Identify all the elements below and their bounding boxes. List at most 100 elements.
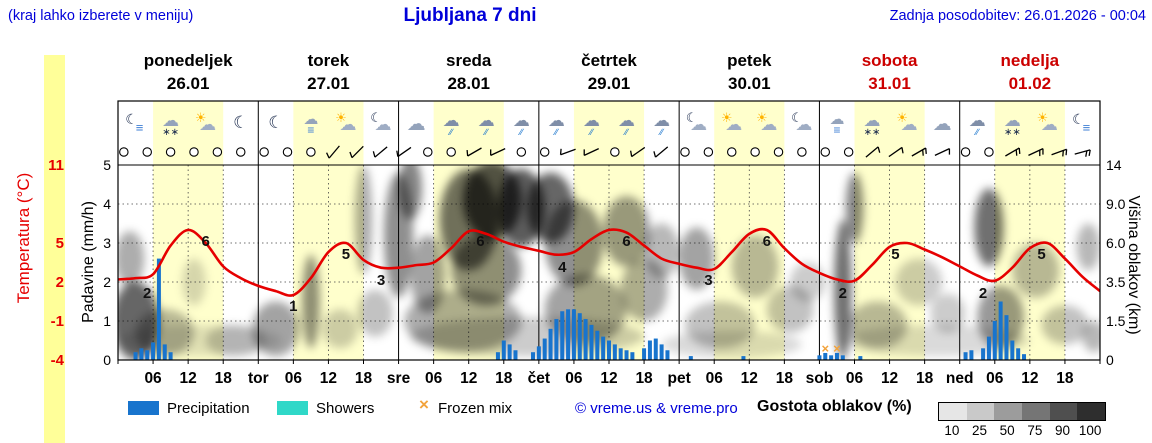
svg-text:☁: ☁ — [513, 111, 530, 130]
svg-text:☁: ☁ — [548, 111, 565, 130]
cloud-density-blob — [679, 227, 715, 290]
day-date: 01.02 — [1009, 74, 1052, 93]
x-hour-label: 12 — [600, 370, 617, 387]
page-title: Ljubljana 7 dni — [403, 5, 537, 26]
temp-value-label: 6 — [476, 233, 484, 250]
weather-icon-sun-cloud: ☀☁ — [896, 110, 917, 134]
svg-text:☁: ☁ — [933, 114, 952, 135]
frozen-mix-legend-label: Frozen mix — [438, 400, 513, 417]
precip-bar — [659, 344, 664, 360]
precip-bar — [1010, 340, 1015, 360]
precip-bar — [642, 348, 647, 360]
wind-calm-icon — [797, 147, 807, 157]
wind-barb-icon — [1028, 148, 1044, 157]
cloud-density-blob — [974, 188, 1004, 267]
precip-tick-label: 3 — [103, 235, 111, 251]
svg-text:☁: ☁ — [1041, 115, 1058, 134]
precip-bar — [139, 348, 144, 360]
svg-text:☁: ☁ — [162, 111, 179, 130]
cloud-density-blob — [1076, 223, 1100, 271]
x-hour-label: 06 — [285, 370, 303, 387]
cloud-density-blob — [451, 235, 522, 306]
day-date: 26.01 — [167, 74, 210, 93]
weather-icon-cloud: ☁ — [407, 114, 426, 135]
x-hour-label: 18 — [355, 370, 373, 387]
precip-bar — [536, 346, 541, 360]
precip-bar — [630, 352, 635, 360]
precip-bar — [665, 350, 670, 360]
wind-calm-icon — [726, 147, 737, 157]
x-day-abbrev: čet — [528, 370, 550, 387]
wind-barb-icon — [349, 145, 364, 159]
precip-bar — [531, 352, 536, 360]
weather-icon-snow-fog: ☁≡ — [829, 111, 844, 137]
cloud-height-axis-title: Višina oblakov (km) — [1125, 195, 1142, 335]
precip-bar — [507, 344, 512, 360]
x-day-abbrev: sre — [387, 370, 411, 387]
weather-icon-sun-cloud: ☀☁ — [721, 110, 742, 134]
temp-value-label: 6 — [202, 233, 210, 250]
svg-text:☁: ☁ — [407, 114, 426, 135]
temp-value-label: 3 — [704, 272, 712, 289]
temp-value-label: 1 — [289, 298, 297, 315]
x-day-abbrev: ned — [946, 370, 974, 387]
wind-barb-icon — [934, 148, 951, 156]
x-hour-label: 06 — [846, 370, 864, 387]
scalebar-label: 50 — [999, 423, 1015, 438]
wind-calm-icon — [703, 147, 714, 157]
wind-barb-icon — [559, 148, 576, 156]
precip-bar — [963, 352, 968, 360]
day-name: četrtek — [581, 51, 637, 70]
frozen-mix-marker: × — [833, 341, 841, 356]
wind-calm-icon — [189, 147, 199, 157]
svg-text:☁: ☁ — [339, 115, 356, 134]
x-hour-label: 06 — [706, 370, 724, 387]
svg-text:☁: ☁ — [690, 115, 707, 134]
x-hour-label: 18 — [1056, 370, 1074, 387]
precip-bar — [601, 336, 606, 360]
temp-tick-label: 2 — [56, 274, 64, 291]
svg-text:☾: ☾ — [268, 113, 283, 132]
cloud-density-blob — [895, 258, 943, 306]
svg-text:☁: ☁ — [795, 115, 812, 134]
temp-tick-label: 11 — [48, 157, 64, 174]
wind-barb-icon — [326, 145, 340, 159]
scalebar-segment — [939, 403, 967, 420]
weather-icon-moon: ☾ — [268, 113, 283, 132]
temp-value-label: 6 — [763, 233, 771, 250]
svg-text:☁: ☁ — [478, 111, 495, 130]
svg-text:∕∕: ∕∕ — [518, 127, 525, 137]
wind-barb-icon — [372, 146, 388, 158]
precip-bar — [840, 355, 845, 360]
wind-calm-icon — [516, 147, 527, 157]
weather-icon-snow: ☁∗∗ — [162, 111, 179, 138]
weather-icon-sun-cloud: ☀☁ — [195, 110, 216, 134]
svg-text:☁: ☁ — [760, 115, 777, 134]
scalebar-label: 90 — [1054, 423, 1071, 438]
x-hour-label: 18 — [495, 370, 513, 387]
precip-bar — [858, 356, 863, 360]
temp-tick-label: -1 — [51, 313, 64, 330]
day-date: 29.01 — [588, 74, 631, 93]
wind-calm-icon — [539, 147, 550, 157]
precip-bar — [577, 313, 582, 360]
cloud-tick-label: 1.5 — [1106, 313, 1126, 329]
cloud-tick-label: 9.0 — [1106, 196, 1126, 212]
svg-text:☁: ☁ — [725, 115, 742, 134]
temp-tick-label: 5 — [56, 235, 64, 252]
x-hour-label: 12 — [180, 370, 197, 387]
cloud-tick-label: 6.0 — [1106, 235, 1126, 251]
temperature-axis-title: Temperatura (°C) — [14, 172, 33, 304]
wind-calm-icon — [259, 147, 269, 157]
weather-icon-sun-cloud: ☀☁ — [335, 110, 356, 134]
svg-text:☁: ☁ — [583, 111, 600, 130]
copyright-link[interactable]: © vreme.us & vreme.pro — [575, 400, 738, 417]
cloud-density-blob — [1041, 305, 1089, 345]
weather-icon-rain: ☁∕∕ — [583, 111, 600, 137]
wind-calm-icon — [142, 147, 152, 157]
wind-calm-icon — [119, 147, 129, 157]
weather-icon-rain: ☁∕∕ — [618, 111, 635, 137]
cloud-tick-label: 0 — [1106, 352, 1114, 368]
weather-icon-rain: ☁∕∕ — [513, 111, 530, 137]
precip-bar — [501, 340, 506, 360]
